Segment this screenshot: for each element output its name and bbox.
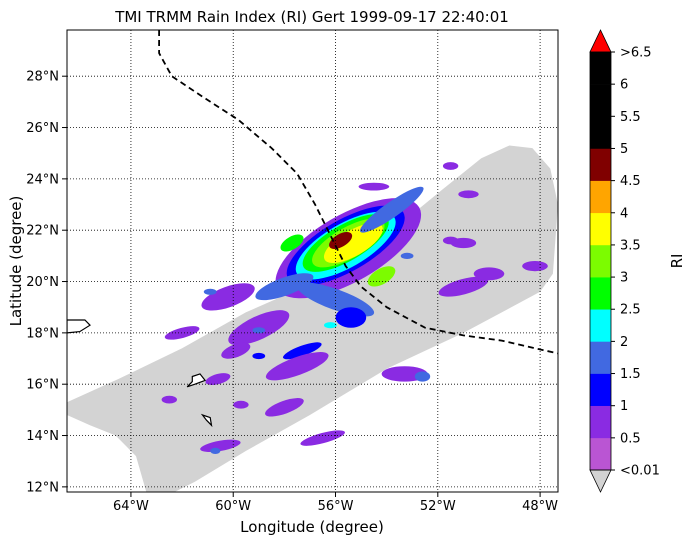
colorbar-tick-label: 1: [620, 399, 628, 414]
x-tick-label: 64°W: [113, 499, 149, 514]
colorbar-tick-label: 2.5: [620, 303, 641, 318]
x-tick-label: 52°W: [420, 499, 456, 514]
rain-cell: [164, 326, 200, 340]
rain-cell: [300, 430, 345, 446]
satellite-swath: [67, 145, 558, 492]
colorbar: <0.01 0.5 1 1.5 2 2.5 3 3.5 4 4.5 5 5.5 6 >6.5: [589, 29, 660, 493]
rain-cell: [323, 223, 383, 263]
rain-cell: [360, 186, 424, 233]
rain-cell: [324, 322, 337, 329]
storm-track-line: [158, 30, 558, 355]
colorbar-segment: [590, 341, 611, 374]
colorbar-frame: [589, 51, 612, 471]
colorbar-max-extension: [589, 29, 612, 53]
rain-cell: [329, 232, 353, 249]
colorbar-tick-label: 1.5: [620, 367, 641, 382]
colorbar-segment: [590, 116, 611, 149]
colorbar-tick-label: 4.5: [620, 174, 641, 189]
colorbar-segment: [590, 405, 611, 439]
y-axis: 12°N 14°N 16°N 18°N 20°N 22°N 24°N 26°N 28°N: [26, 70, 67, 495]
grid-layer: [67, 30, 558, 492]
rain-cell: [335, 307, 367, 328]
y-tick-label: 16°N: [26, 378, 59, 393]
colorbar-segment: [590, 84, 611, 117]
rain-cell: [252, 327, 266, 334]
colorbar-segment: [590, 437, 611, 471]
x-tick-label: 60°W: [215, 499, 251, 514]
x-tick-label: 48°W: [522, 499, 558, 514]
y-tick-label: 28°N: [26, 70, 59, 85]
colorbar-tick-label: 4: [620, 206, 628, 221]
x-tick-label: 56°W: [318, 499, 354, 514]
rain-cell: [473, 267, 505, 281]
y-tick-label: 18°N: [26, 326, 59, 341]
x-axis: 64°W 60°W 56°W 52°W 48°W: [113, 492, 558, 514]
y-tick-label: 20°N: [26, 275, 59, 290]
colorbar-segment: [590, 373, 611, 406]
rain-cell: [282, 342, 322, 360]
rain-cell: [414, 371, 431, 382]
track-layer: [158, 30, 558, 355]
rain-cell: [210, 447, 221, 454]
rain-cell: [265, 398, 304, 417]
rain-cell: [522, 261, 548, 272]
colorbar-tick-label: 2: [620, 335, 628, 350]
rain-cell: [458, 190, 479, 199]
colorbar-tick-label: 5.5: [620, 110, 641, 125]
colorbar-segment: [590, 52, 611, 85]
colorbar-segment: [590, 309, 611, 342]
rain-cell: [233, 400, 249, 409]
island-outline: [186, 373, 207, 388]
y-axis-label: Latitude (degree): [7, 196, 25, 327]
colorbar-min-extension: [589, 469, 612, 493]
rain-cell: [252, 352, 266, 360]
plot-area: [67, 30, 558, 492]
y-tick-label: 26°N: [26, 121, 59, 136]
rain-cell: [203, 288, 217, 295]
colorbar-tick-label: 0.5: [620, 431, 641, 446]
colorbar-tick-label: 5: [620, 142, 628, 157]
swath-layer: [67, 145, 558, 492]
colorbar-tick-label: 3.5: [620, 238, 641, 253]
rain-cell: [367, 266, 396, 287]
rain-cell: [400, 252, 414, 259]
colorbar-segment: [590, 212, 611, 246]
rain-cell: [221, 342, 251, 359]
colorbar-tick-label: >6.5: [620, 46, 652, 61]
y-tick-label: 12°N: [26, 480, 59, 495]
colorbar-tick-label: 6: [620, 78, 628, 93]
y-tick-label: 22°N: [26, 224, 59, 239]
colorbar-segment: [590, 148, 611, 181]
rain-cell: [442, 236, 459, 245]
colorbar-segment: [590, 244, 611, 278]
rain-cell: [201, 283, 255, 311]
island-outline: [200, 413, 213, 428]
rain-cell: [442, 162, 459, 170]
colorbar-label: RI: [668, 254, 686, 269]
y-tick-label: 14°N: [26, 429, 59, 444]
chart-title: TMI TRMM Rain Index (RI) Gert 1999-09-17…: [114, 8, 509, 26]
plot-frame: [66, 29, 559, 493]
y-tick-label: 24°N: [26, 172, 59, 187]
rain-cell: [205, 373, 231, 386]
rain-cell: [358, 182, 390, 191]
rain-cell: [265, 352, 329, 381]
colorbar-tick-label: 3: [620, 271, 628, 286]
island-outline: [67, 319, 91, 334]
colorbar-segment: [590, 180, 611, 214]
colorbar-segment: [590, 277, 611, 310]
rain-cell: [280, 234, 304, 252]
x-axis-label: Longitude (degree): [240, 518, 384, 536]
colorbar-tick-label: <0.01: [620, 464, 660, 479]
rain-cell: [200, 439, 241, 452]
island-layer: [67, 319, 213, 428]
rain-cell: [161, 395, 177, 404]
rain-cell: [255, 273, 314, 301]
rain-layer: [161, 162, 548, 454]
